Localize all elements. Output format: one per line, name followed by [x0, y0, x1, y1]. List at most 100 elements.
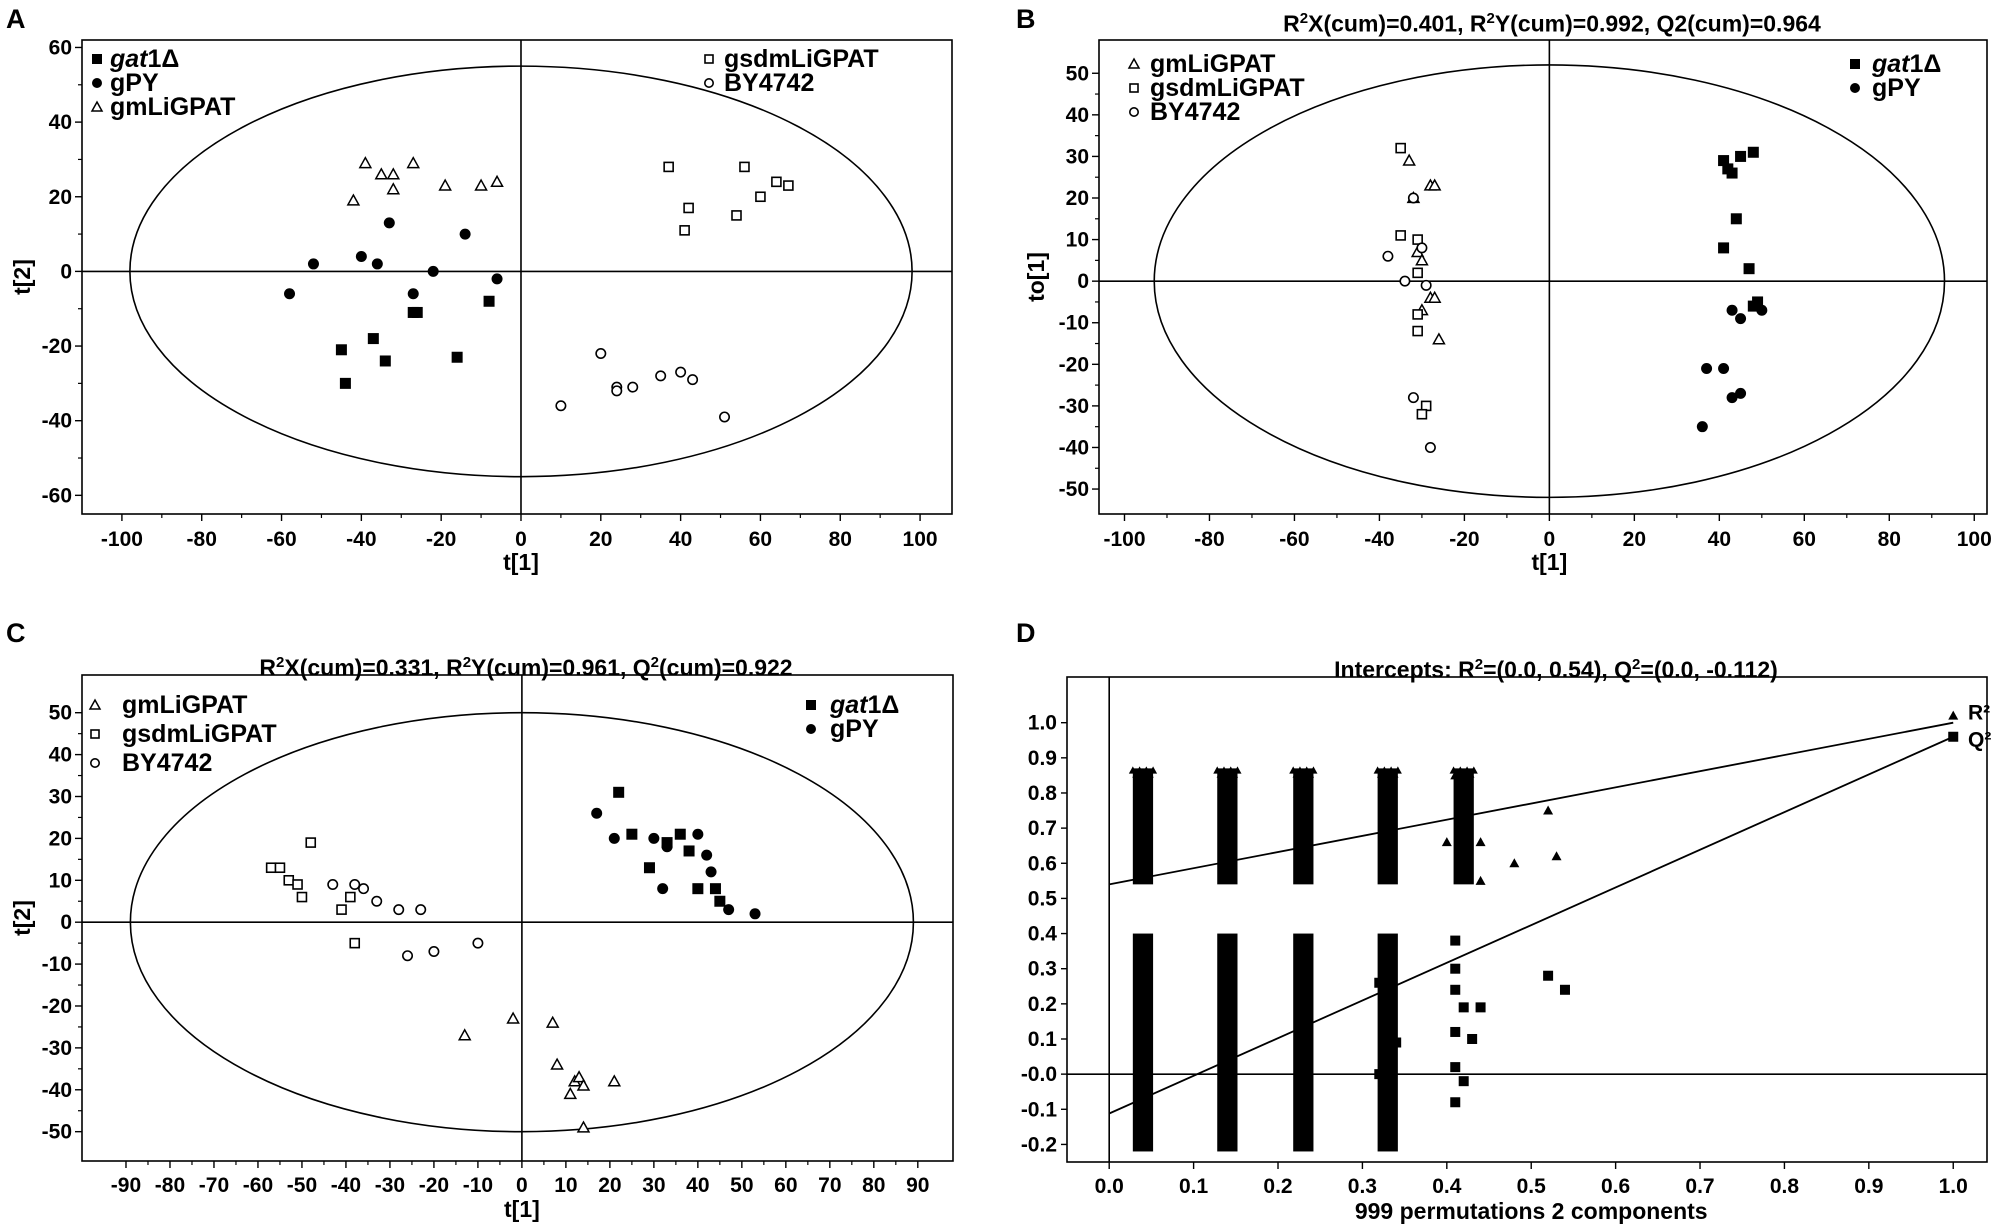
panel-a-point-square-filled: [367, 333, 379, 345]
panel-d-point: [1543, 805, 1554, 815]
panel-c-point-triangle-open: [607, 1074, 622, 1087]
panel-c-point-triangle-open: [563, 1086, 578, 1100]
panel-d-band-r2-point: [1149, 766, 1158, 774]
panel-c-point-circle-filled: [701, 849, 713, 861]
panel-c-legend-label: gPY: [830, 715, 879, 743]
panel-d-band-r2-point: [1393, 766, 1402, 774]
panel-c-point-triangle-open: [572, 1070, 586, 1083]
panel-d-point: [1450, 770, 1461, 780]
panel-d-band-q2: [1293, 933, 1314, 1152]
panel-d-band-r2: [1377, 768, 1398, 885]
panel-b-title: R2X(cum)=0.401, R2Y(cum)=0.992, Q2(cum)=…: [1283, 10, 1821, 37]
panel-d-regression-line: [1109, 721, 1954, 886]
panel-c-y-tick-label: 50: [49, 702, 72, 725]
panel-b-point-circle-filled: [1756, 304, 1768, 316]
panel-a-point-square-open: [663, 161, 674, 173]
panel-c-point-square-open: [292, 879, 303, 890]
panel-b-label: B: [1016, 4, 1036, 34]
panel-b-point-circle-open: [1424, 441, 1436, 453]
panel-a-point-circle-open: [627, 381, 639, 393]
panel-b-x-tick-label: -60: [1279, 528, 1309, 551]
panel-b-point-square-filled: [1726, 167, 1738, 179]
panel-d-q2-end-label: Q²: [1968, 728, 1991, 751]
panel-a-point-circle-filled: [383, 217, 395, 229]
panel-c-legend-label: gmLiGPAT: [122, 691, 247, 719]
panel-c-x-tick-label: 0: [516, 1174, 528, 1197]
panel-d-band-r2-point: [1135, 766, 1144, 774]
panel-c-point-circle-open: [393, 904, 405, 916]
panel-c-x-tick-label: 90: [906, 1174, 929, 1197]
panel-d-point: [1475, 1002, 1486, 1013]
panel-c-y-tick-label: 30: [49, 786, 72, 809]
panel-c-point-circle-open: [402, 950, 414, 962]
panel-d-y-tick-label: 0.5: [1028, 887, 1058, 910]
panel-a-point-circle-filled: [371, 258, 383, 270]
panel-a-x-tick-label: 20: [589, 528, 612, 551]
panel-b-point-circle-filled: [1726, 304, 1738, 316]
panel-d-title: Intercepts: R2=(0.0, 0.54), Q2=(0.0, -0.…: [1334, 656, 1778, 683]
panel-c-point-circle-filled: [591, 807, 603, 819]
panel-b-frame: [1098, 39, 1988, 515]
panel-c-chart: -90 -80 -70 -60 -50 -40 -30 -20 -10 0 10 20 30 40 50 60…: [9, 674, 954, 1222]
panel-c-point-circle-open: [472, 937, 484, 949]
panel-d-band-r2-point: [1219, 766, 1228, 774]
panel-a-y-tick-label: -60: [42, 484, 72, 507]
panel-c-point-circle-open: [327, 878, 339, 890]
panel-d-point: [1450, 1026, 1461, 1037]
panel-b-point-triangle-open: [1402, 153, 1416, 166]
panel-d-y-tick-label: -0.2: [1021, 1133, 1057, 1156]
panel-c-point-square-open: [349, 937, 361, 949]
panel-c-legend-label: gat1Δ: [829, 691, 899, 719]
panel-c-point-circle-open: [415, 904, 427, 916]
panel-c-point-circle-open: [349, 878, 361, 890]
panel-b-point-square-open: [1416, 408, 1428, 420]
panel-d-y-tick-label: 0.9: [1028, 747, 1057, 770]
panel-c-point-square-filled: [714, 895, 726, 907]
panel-c-y-tick-label: 40: [49, 744, 72, 767]
panel-b-point-square-filled: [1718, 242, 1730, 254]
panel-c-y-tick-label: 0: [60, 911, 72, 934]
panel-b-point-square-open: [1395, 142, 1406, 154]
panel-b-y-tick-label: 40: [1066, 104, 1089, 127]
panel-c-point-triangle-open: [457, 1028, 472, 1041]
panel-a-legend-marker: [92, 54, 102, 64]
panel-c-point-square-open: [336, 904, 347, 915]
panel-d-y-tick-label: 0.2: [1028, 993, 1057, 1016]
panel-b-point-square-filled: [1718, 155, 1730, 167]
panel-a-label: A: [6, 4, 26, 34]
panel-c-label: C: [6, 618, 26, 648]
panel-b-y-tick-label: 50: [1066, 62, 1089, 85]
panel-c-y-tick-label: -30: [42, 1037, 72, 1060]
panel-a-point-circle-open: [687, 374, 699, 386]
panel-b-point-circle-open: [1399, 275, 1411, 287]
panel-b-point-square-open: [1395, 230, 1406, 241]
panel-a-point-circle-open: [655, 370, 667, 382]
panel-c-point-square-open: [345, 891, 356, 903]
panel-d-x-tick-label: 1.0: [1939, 1175, 1968, 1198]
panel-d-point: [1458, 1002, 1469, 1013]
panel-c-point-square-open: [296, 891, 308, 903]
panel-c-x-tick-label: 10: [554, 1174, 577, 1197]
panel-a-y-tick-label: 20: [49, 186, 72, 209]
panel-d-band-r2-point: [1306, 770, 1315, 778]
panel-c-point-square-filled: [692, 883, 704, 895]
panel-b-point-circle-filled: [1726, 392, 1738, 404]
panel-a-point-square-open: [783, 180, 794, 191]
panel-b-point-circle-filled: [1701, 362, 1713, 374]
panel-d-band-r2-point: [1376, 770, 1385, 778]
panel-c-point-square-open: [265, 862, 277, 874]
panel-a-point-square-open: [771, 176, 782, 188]
panel-d-x-tick-label: 0.3: [1348, 1175, 1377, 1198]
panel-a-x-tick-label: 80: [829, 528, 852, 551]
panel-c-x-tick-label: -70: [199, 1174, 229, 1197]
panel-c-point-square-filled: [613, 786, 625, 798]
panel-b-chart: -100 -80 -60 -40 -20 0 20 40 60 80 100-50-40-30-20…: [1023, 39, 1992, 575]
panel-d-band-q2: [1217, 933, 1238, 1152]
panel-d-point: [1391, 1037, 1402, 1048]
panel-c-x-tick-label: -20: [419, 1174, 449, 1197]
panel-b-point-square-open: [1412, 267, 1423, 279]
panel-a-legend-marker: [704, 54, 714, 64]
panel-b-point-square-filled: [1730, 213, 1742, 225]
panel-a-point-square-filled: [483, 295, 495, 307]
panel-d-point: [1948, 731, 1959, 742]
